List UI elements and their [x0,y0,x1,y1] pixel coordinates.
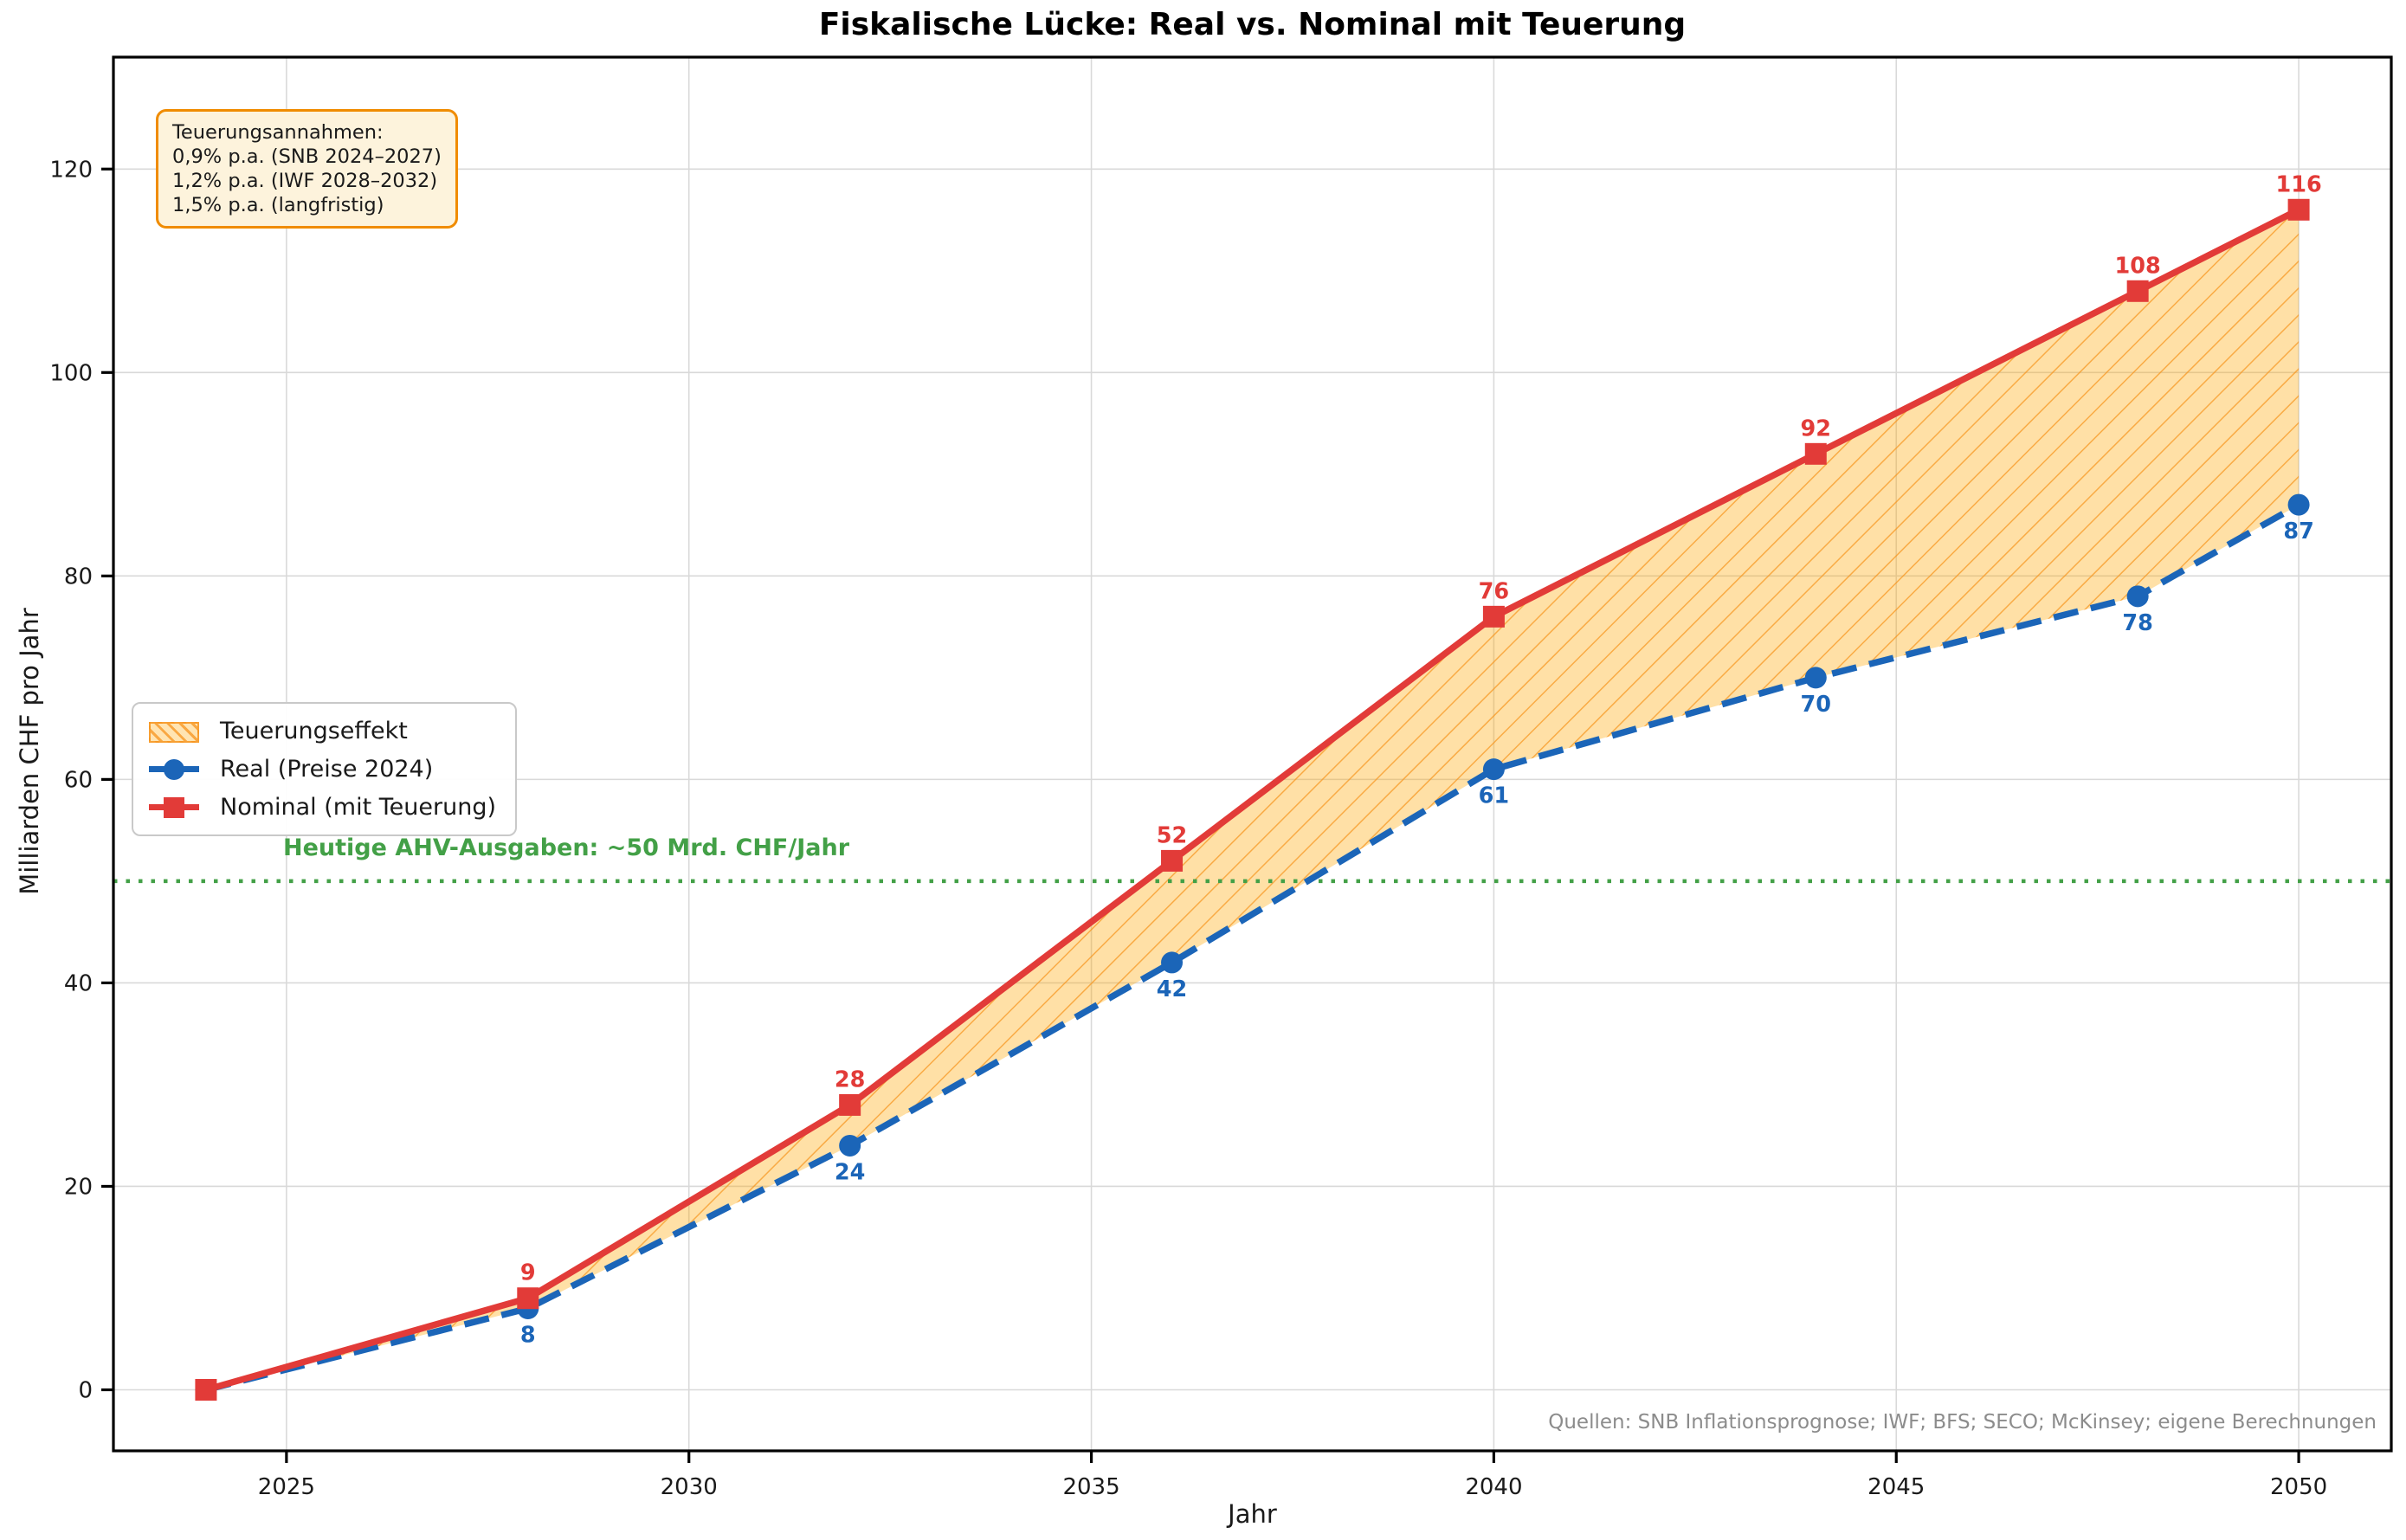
legend-item-real: Real (Preise 2024) [149,756,496,783]
square-marker-icon [164,796,184,818]
data-label-real: 87 [2283,519,2314,544]
legend-label-nominal: Nominal (mit Teuerung) [220,794,497,821]
legend: Teuerungseffekt Real (Preise 2024) Nomin… [132,702,518,836]
data-label-nominal: 28 [835,1066,866,1092]
plot-border [112,55,2393,1453]
data-point-nominal [1482,605,1505,628]
x-axis-label: Jahr [1228,1499,1277,1529]
source-note: Quellen: SNB Inflationsprognose; IWF; BF… [1548,1411,2377,1434]
data-label-real: 8 [520,1322,536,1348]
series-line-nominal [204,206,2300,1394]
y-tick-label: 0 [78,1377,93,1403]
chart-title: Fiskalische Lücke: Real vs. Nominal mit … [818,7,1687,42]
x-tick-label: 2045 [1867,1474,1925,1500]
y-axis-label: Milliarden CHF pro Jahr [15,608,44,895]
x-tick-label: 2025 [258,1474,315,1500]
nominal-line-swatch-icon [149,796,199,819]
assumptions-note-line3: 1,2% p.a. (IWF 2028–2032) [172,170,438,192]
data-label-nominal: 76 [1479,578,1510,604]
data-label-real: 70 [1801,692,1832,718]
assumptions-note-line4: 1,5% p.a. (langfristig) [172,194,384,216]
data-point-real [839,1134,861,1157]
data-label-real: 61 [1479,783,1510,809]
data-label-real: 24 [835,1159,866,1185]
assumptions-note-line1: Teuerungsannahmen: [172,121,384,144]
data-label-real: 78 [2122,610,2153,636]
real-line-swatch-icon [149,758,199,781]
data-point-real [2287,493,2310,516]
reference-line-label: Heutige AHV-Ausgaben: ~50 Mrd. CHF/Jahr [283,834,850,861]
legend-label-real: Real (Preise 2024) [220,756,434,783]
assumptions-note-line2: 0,9% p.a. (SNB 2024–2027) [172,145,442,168]
data-point-nominal [1804,442,1827,465]
data-point-real [2126,585,2149,608]
data-label-nominal: 9 [520,1260,536,1286]
assumptions-note: Teuerungsannahmen: 0,9% p.a. (SNB 2024–2… [156,109,458,229]
data-label-real: 42 [1157,976,1188,1002]
y-tick-label: 120 [49,157,93,183]
data-label-nominal: 92 [1801,416,1832,441]
x-tick-label: 2030 [661,1474,718,1500]
y-tick-label: 100 [49,360,93,386]
data-point-nominal [2287,198,2310,221]
legend-item-nominal: Nominal (mit Teuerung) [149,794,496,821]
data-label-nominal: 52 [1157,822,1188,848]
area-swatch-icon [149,720,199,743]
data-point-nominal [2126,280,2149,302]
legend-label-area: Teuerungseffekt [220,718,408,744]
legend-item-area: Teuerungseffekt [149,718,496,744]
x-tick-label: 2050 [2270,1474,2327,1500]
y-tick-label: 20 [64,1174,93,1200]
data-point-real [1161,951,1184,974]
x-tick-label: 2040 [1465,1474,1522,1500]
data-point-nominal [1161,849,1184,872]
series-line-real [204,501,2300,1394]
circle-marker-icon [164,758,184,780]
data-point-real [1482,758,1505,781]
data-point-nominal [517,1287,539,1310]
data-label-nominal: 108 [2115,253,2161,279]
data-point-nominal [195,1378,217,1401]
y-tick-label: 40 [64,970,93,996]
y-tick-label: 80 [64,564,93,590]
data-label-nominal: 116 [2275,171,2321,197]
data-point-real [1804,667,1827,689]
data-point-nominal [839,1093,861,1116]
x-tick-label: 2035 [1062,1474,1119,1500]
y-tick-label: 60 [64,767,93,793]
hatch-patch-icon [149,721,199,743]
